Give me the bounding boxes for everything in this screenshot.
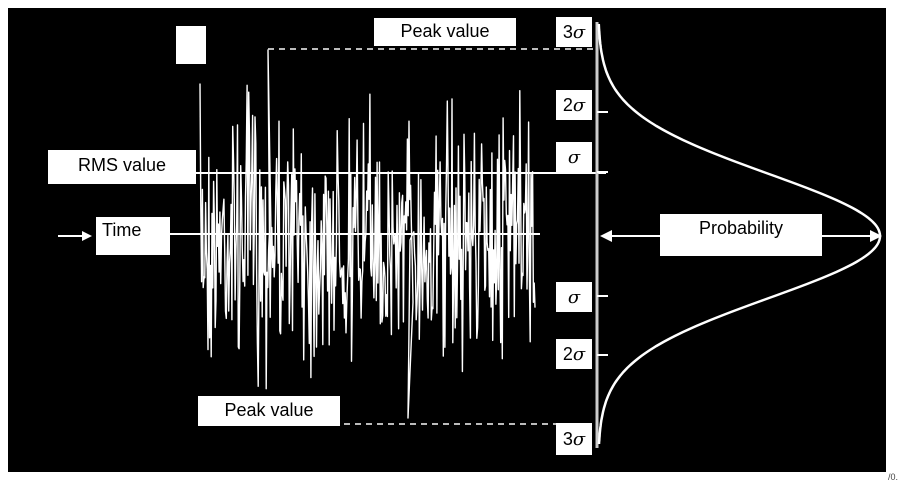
sigma-2-top-number: 2 bbox=[562, 94, 573, 115]
sigma-1-top-symbol: σ bbox=[567, 146, 581, 168]
sigma-2-top-symbol: σ bbox=[572, 94, 586, 116]
probability-label: Probability bbox=[660, 214, 822, 256]
time-arrow-head bbox=[82, 231, 92, 241]
sigma-1-bottom-symbol: σ bbox=[567, 286, 581, 308]
corner-mark: /0. bbox=[887, 472, 898, 482]
blank-label-box bbox=[176, 26, 206, 64]
sigma-3-top-number: 3 bbox=[562, 21, 573, 42]
sigma-3-top-symbol: σ bbox=[572, 21, 586, 43]
sigma-1-bottom-label: σ bbox=[556, 282, 592, 312]
sigma-3-bottom-symbol: σ bbox=[572, 428, 586, 450]
probability-arrow-left-head bbox=[600, 230, 612, 242]
sigma-2-bottom-symbol: σ bbox=[572, 343, 586, 365]
sigma-1-top-label: σ bbox=[556, 142, 592, 172]
sigma-2-bottom-number: 2 bbox=[562, 343, 573, 364]
noise-waveform bbox=[199, 49, 536, 419]
sigma-3-bottom-number: 3 bbox=[562, 428, 573, 449]
time-label: Time bbox=[96, 217, 170, 255]
probability-arrow-right-head bbox=[870, 230, 882, 242]
gaussian-curve bbox=[597, 23, 882, 445]
peak-value-top-label: Peak value bbox=[374, 18, 516, 46]
rms-value-label: RMS value bbox=[48, 150, 196, 184]
peak-value-bottom-label: Peak value bbox=[198, 396, 340, 426]
